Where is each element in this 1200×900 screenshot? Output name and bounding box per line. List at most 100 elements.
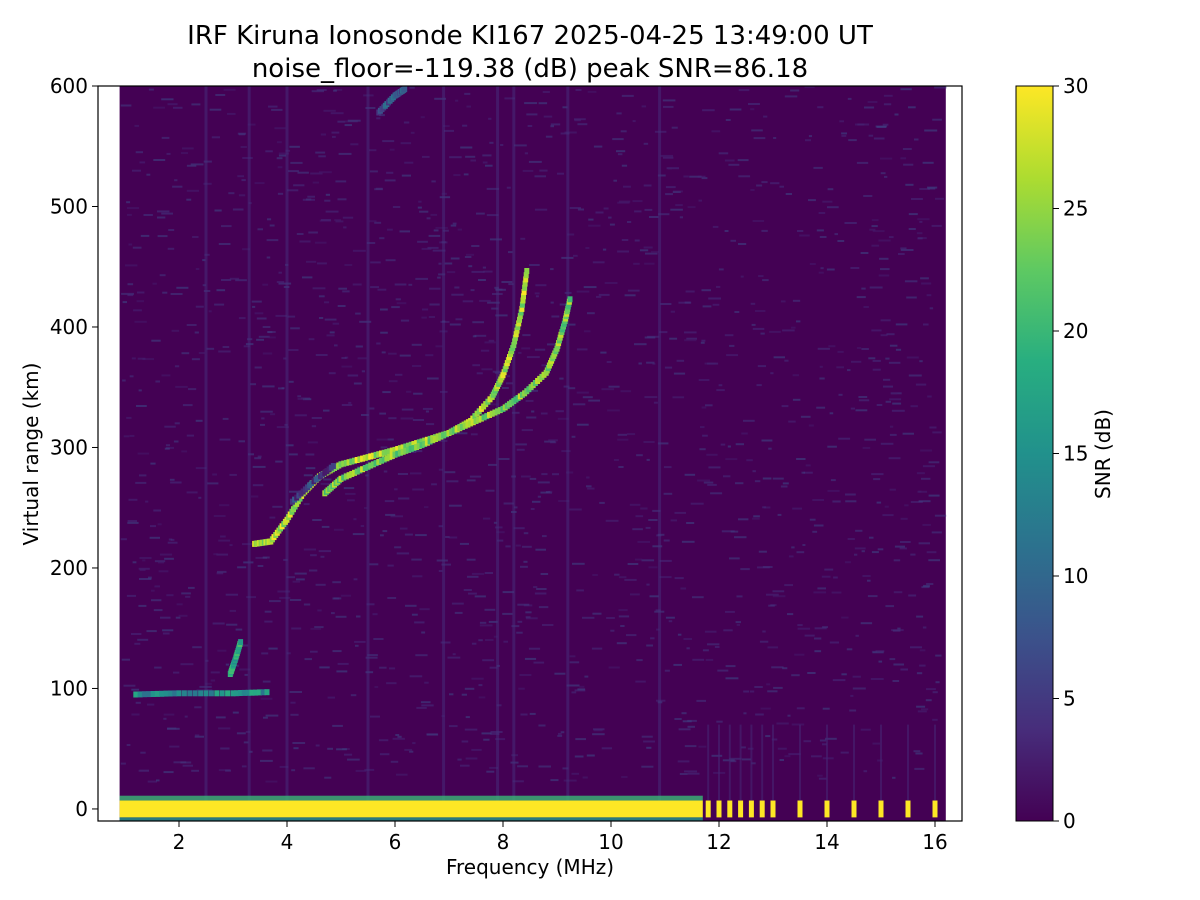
noise-cell bbox=[310, 627, 322, 630]
noise-cell bbox=[338, 152, 352, 155]
noise-cell bbox=[154, 560, 166, 563]
noise-cell bbox=[920, 277, 929, 280]
noise-cell bbox=[617, 438, 629, 441]
noise-cell bbox=[288, 453, 298, 456]
noise-cell bbox=[632, 528, 643, 531]
noise-cell bbox=[165, 444, 170, 447]
trace-cell bbox=[370, 452, 376, 459]
noise-cell bbox=[470, 433, 478, 436]
noise-cell bbox=[374, 686, 379, 688]
noise-cell bbox=[482, 161, 488, 164]
noise-cell bbox=[802, 544, 806, 546]
noise-cell bbox=[166, 152, 171, 155]
noise-cell bbox=[848, 139, 857, 142]
noise-cell bbox=[685, 290, 695, 293]
noise-cell bbox=[157, 235, 168, 238]
noise-cell bbox=[884, 175, 888, 178]
noise-cell bbox=[303, 603, 311, 606]
noise-cell bbox=[522, 545, 532, 548]
noise-cell bbox=[517, 603, 530, 606]
noise-cell bbox=[382, 140, 395, 143]
noise-cell bbox=[646, 583, 650, 586]
noise-cell bbox=[861, 348, 869, 350]
noise-cell bbox=[214, 209, 222, 212]
noise-cell bbox=[341, 357, 347, 359]
noise-cell bbox=[891, 392, 898, 395]
noise-cell bbox=[614, 573, 620, 576]
noise-cell bbox=[409, 86, 415, 89]
noise-cell bbox=[448, 725, 458, 728]
noise-cell bbox=[557, 417, 569, 420]
noise-cell bbox=[404, 533, 413, 536]
noise-cell bbox=[871, 329, 882, 332]
noise-cell bbox=[334, 219, 341, 222]
noise-cell bbox=[194, 735, 204, 738]
noise-cell bbox=[928, 559, 940, 562]
noise-cell bbox=[577, 208, 584, 211]
noise-cell bbox=[511, 411, 520, 414]
noise-cell bbox=[493, 521, 498, 524]
noise-cell bbox=[926, 294, 932, 297]
noise-cell bbox=[915, 752, 923, 755]
noise-cell bbox=[883, 385, 893, 388]
noise-cell bbox=[380, 534, 384, 537]
noise-cell bbox=[241, 179, 246, 182]
noise-cell bbox=[738, 89, 750, 92]
noise-cell bbox=[211, 136, 220, 139]
noise-cell bbox=[340, 594, 352, 597]
noise-cell bbox=[203, 160, 212, 163]
noise-cell bbox=[137, 452, 150, 455]
noise-cell bbox=[267, 331, 276, 333]
noise-cell bbox=[129, 375, 134, 378]
noise-cell bbox=[461, 740, 469, 743]
noise-cell bbox=[142, 358, 154, 361]
noise-cell bbox=[683, 175, 689, 178]
noise-cell bbox=[684, 770, 697, 773]
noise-cell bbox=[271, 108, 283, 111]
trace-cell bbox=[470, 419, 476, 426]
noise-cell bbox=[680, 587, 687, 590]
y-tick-label: 300 bbox=[50, 435, 88, 459]
noise-cell bbox=[916, 705, 926, 708]
noise-cell bbox=[281, 387, 285, 390]
noise-cell bbox=[542, 624, 554, 626]
trace-cell bbox=[172, 690, 178, 697]
noise-cell bbox=[265, 780, 278, 783]
noise-cell bbox=[198, 352, 205, 354]
noise-cell bbox=[860, 728, 871, 731]
noise-cell bbox=[221, 279, 232, 281]
noise-cell bbox=[777, 513, 782, 516]
noise-cell bbox=[246, 596, 256, 599]
noise-cell bbox=[164, 447, 170, 450]
noise-cell bbox=[327, 696, 335, 699]
noise-cell bbox=[908, 106, 916, 109]
trace-cell bbox=[411, 445, 417, 451]
noise-cell bbox=[627, 563, 639, 565]
noise-cell bbox=[332, 650, 342, 653]
noise-cell bbox=[761, 181, 768, 184]
noise-cell bbox=[652, 509, 661, 512]
noise-cell bbox=[465, 716, 470, 719]
trace-cell bbox=[234, 690, 240, 697]
noise-cell bbox=[922, 465, 935, 468]
noise-cell bbox=[260, 759, 273, 762]
noise-cell bbox=[275, 460, 283, 463]
noise-cell bbox=[438, 273, 446, 276]
noise-cell bbox=[534, 592, 547, 595]
noise-cell bbox=[217, 570, 227, 573]
noise-cell bbox=[882, 123, 889, 126]
noise-cell bbox=[923, 584, 930, 587]
noise-cell bbox=[268, 336, 276, 339]
trace-cell bbox=[249, 689, 255, 696]
noise-cell bbox=[387, 564, 394, 567]
noise-cell bbox=[180, 663, 194, 666]
pulse-mark bbox=[738, 800, 744, 818]
noise-cell bbox=[267, 218, 272, 221]
noise-cell bbox=[579, 685, 585, 688]
noise-cell bbox=[672, 396, 685, 399]
trace-cell bbox=[203, 690, 209, 697]
colorbar-tick-label: 15 bbox=[1063, 442, 1088, 466]
noise-cell bbox=[175, 616, 181, 619]
noise-cell bbox=[766, 593, 779, 596]
trace-cell bbox=[357, 456, 363, 463]
